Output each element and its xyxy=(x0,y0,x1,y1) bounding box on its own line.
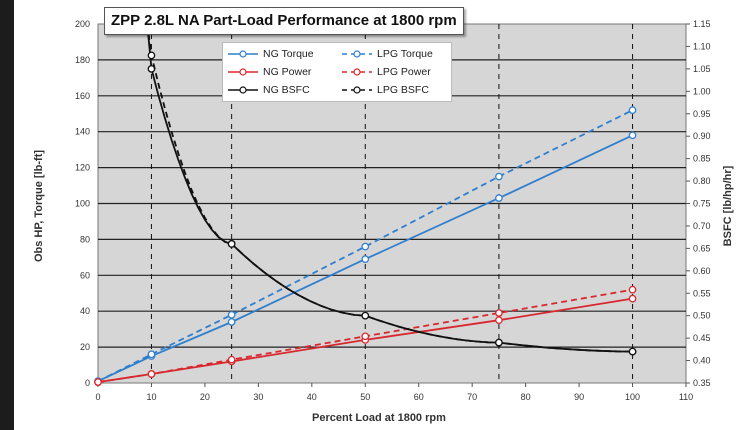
lpg-torque-point xyxy=(147,350,156,359)
y2-tick-label: 0.75 xyxy=(693,199,711,209)
y2-tick-label: 0.70 xyxy=(693,221,711,231)
lpg-bsfc-point xyxy=(147,51,156,60)
chart-legend: NG Torque LPG Torque NG Power LPG Power NG B… xyxy=(222,42,452,102)
x-tick-label: 80 xyxy=(521,392,531,402)
legend-item: LPG Power xyxy=(341,63,431,81)
y-tick-label: 120 xyxy=(75,163,90,173)
y2-tick-label: 0.65 xyxy=(693,243,711,253)
y-axis-label: Obs HP, Torque [lb-ft] xyxy=(33,149,45,263)
y-tick-label: 80 xyxy=(80,234,90,244)
x-tick-label: 30 xyxy=(253,392,263,402)
legend-swatch xyxy=(342,68,372,76)
chart-title: ZPP 2.8L NA Part-Load Performance at 180… xyxy=(104,7,464,35)
legend-item: LPG Torque xyxy=(341,45,433,63)
legend-swatch xyxy=(342,50,372,58)
legend-item: LPG BSFC xyxy=(341,81,429,99)
y-tick-label: 20 xyxy=(80,342,90,352)
x-tick-label: 0 xyxy=(95,392,100,402)
x-tick-label: 40 xyxy=(307,392,317,402)
y-tick-label: 160 xyxy=(75,91,90,101)
legend-label: LPG Power xyxy=(377,66,431,78)
y2-tick-label: 1.05 xyxy=(693,64,711,74)
y2-tick-label: 0.95 xyxy=(693,109,711,119)
legend-swatch xyxy=(228,50,258,58)
ng-torque-point xyxy=(361,255,370,263)
y-tick-label: 100 xyxy=(75,199,90,209)
y2-tick-label: 1.00 xyxy=(693,86,711,96)
x-tick-label: 60 xyxy=(414,392,424,402)
y2-axis-label: BSFC [lb/hp/hr] xyxy=(722,165,734,247)
legend-label: LPG Torque xyxy=(377,48,433,60)
x-tick-label: 50 xyxy=(360,392,370,402)
ng-torque-line xyxy=(97,134,633,383)
lpg-bsfc-point xyxy=(227,240,236,248)
ng-power-point xyxy=(628,294,637,303)
legend-label: NG Power xyxy=(263,66,312,78)
y2-tick-label: 0.55 xyxy=(693,288,711,298)
ng-power-point xyxy=(495,316,503,325)
y-tick-label: 200 xyxy=(75,19,90,29)
y2-tick-label: 0.80 xyxy=(693,176,711,186)
lpg-power-point xyxy=(361,332,370,341)
legend-swatch xyxy=(228,68,258,76)
y-tick-label: 60 xyxy=(80,270,90,280)
legend-item: NG Torque xyxy=(227,45,314,63)
x-tick-label: 100 xyxy=(625,392,640,402)
lpg-torque-point xyxy=(227,310,236,319)
x-tick-label: 70 xyxy=(467,392,477,402)
ng-torque-point xyxy=(495,194,503,202)
legend-swatch xyxy=(228,86,258,94)
lpg-power-point xyxy=(628,285,637,294)
ng-torque-point xyxy=(227,318,236,326)
y2-tick-label: 0.90 xyxy=(693,131,711,141)
x-tick-label: 110 xyxy=(679,392,693,402)
y-tick-label: 180 xyxy=(75,55,90,65)
y-tick-label: 0 xyxy=(85,378,90,388)
lpg-torque-point xyxy=(495,172,503,181)
y2-tick-label: 0.40 xyxy=(693,356,711,366)
lpg-torque-line xyxy=(97,109,633,383)
lpg-power-point xyxy=(495,309,503,317)
lpg-bsfc-line xyxy=(146,23,633,353)
lpg-power-point xyxy=(147,370,156,378)
y2-tick-label: 0.60 xyxy=(693,266,711,276)
legend-label: NG BSFC xyxy=(263,84,310,96)
lpg-torque-point xyxy=(361,242,370,251)
lpg-power-point xyxy=(94,378,102,386)
y2-tick-label: 0.50 xyxy=(693,311,711,321)
x-tick-label: 10 xyxy=(146,392,156,402)
y2-tick-label: 1.15 xyxy=(693,19,711,29)
y2-tick-label: 0.85 xyxy=(693,154,711,164)
y2-tick-label: 0.35 xyxy=(693,378,711,388)
x-tick-label: 90 xyxy=(574,392,584,402)
legend-item: NG Power xyxy=(227,63,311,81)
x-tick-label: 20 xyxy=(200,392,210,402)
lpg-bsfc-point xyxy=(495,338,503,347)
y2-tick-label: 1.10 xyxy=(693,41,711,51)
x-axis-label: Percent Load at 1800 rpm xyxy=(312,412,446,424)
legend-swatch xyxy=(342,86,372,94)
lpg-torque-point xyxy=(628,106,637,115)
lpg-power-line xyxy=(97,288,633,383)
lpg-bsfc-point xyxy=(361,311,370,320)
y-tick-label: 40 xyxy=(80,306,90,316)
legend-label: NG Torque xyxy=(263,48,314,60)
lpg-power-point xyxy=(227,355,236,364)
lpg-bsfc-point xyxy=(628,347,637,356)
ng-torque-point xyxy=(628,131,637,140)
y-tick-label: 140 xyxy=(75,127,90,137)
y2-tick-label: 0.45 xyxy=(693,333,711,343)
legend-label: LPG BSFC xyxy=(377,84,429,96)
legend-item: NG BSFC xyxy=(227,81,310,99)
window-edge xyxy=(0,0,14,430)
